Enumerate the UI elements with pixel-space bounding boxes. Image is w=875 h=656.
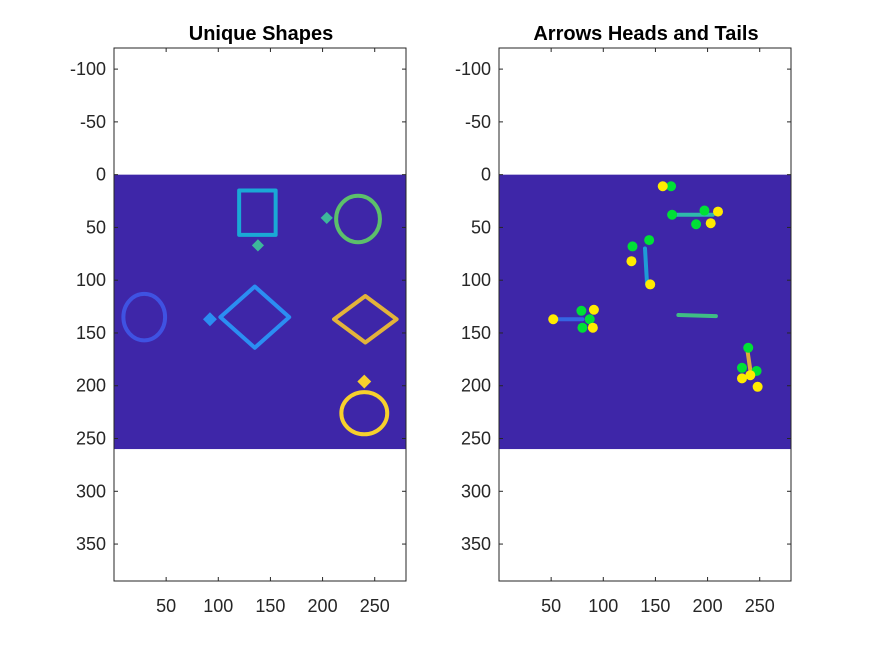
shape-diamond <box>218 284 292 350</box>
y-tick-label: -100 <box>70 59 106 79</box>
left-chart: Unique Shapes -100 -50 0 50 100 150 200 250 300 3… <box>70 23 407 616</box>
yellow-point <box>705 218 716 229</box>
yellow-point <box>587 322 598 333</box>
y-tick-label: 0 <box>481 165 491 185</box>
arrow-line <box>676 313 718 319</box>
y-tick-label: 350 <box>76 534 106 554</box>
right-plot-area: -100 -50 0 50 100 150 200 250 300 350 50 100 150 200 2… <box>455 47 792 616</box>
y-tick-label: 300 <box>76 481 106 501</box>
y-tick-label: 200 <box>461 376 491 396</box>
shape-rectangle <box>237 188 278 237</box>
green-point <box>667 209 678 220</box>
y-tick-label: 150 <box>76 323 106 343</box>
y-tick-label: 0 <box>96 165 106 185</box>
y-tick-label: -100 <box>455 59 491 79</box>
green-point <box>584 314 595 325</box>
green-point <box>577 322 588 333</box>
right-chart-title: Arrows Heads and Tails <box>533 23 758 45</box>
green-point <box>736 362 747 373</box>
y-tick-label: 100 <box>76 270 106 290</box>
shape-circle <box>339 390 390 437</box>
green-point <box>743 342 754 353</box>
left-plot-area: -100 -50 0 50 100 150 200 250 300 350 50 100 150 200 2… <box>70 47 407 616</box>
yellow-point <box>588 304 599 315</box>
shape-marker <box>320 211 333 225</box>
y-tick-label: 250 <box>76 429 106 449</box>
shape-diamond <box>332 294 399 345</box>
x-tick-label: 150 <box>640 596 670 616</box>
x-tick-label: 50 <box>541 596 561 616</box>
yellow-point <box>736 373 747 384</box>
y-tick-label: 300 <box>461 481 491 501</box>
y-tick-label: 350 <box>461 534 491 554</box>
shape-circle <box>334 193 382 245</box>
image-background <box>499 174 791 450</box>
image-background <box>114 174 406 450</box>
axes-frame <box>113 47 407 582</box>
yellow-point <box>548 314 559 325</box>
y-tick-label: -50 <box>80 112 106 132</box>
yellow-point <box>657 181 668 192</box>
x-tick-label: 200 <box>308 596 338 616</box>
green-point <box>666 181 677 192</box>
shape-marker <box>357 374 372 389</box>
right-chart: Arrows Heads and Tails -100 -50 0 50 100 150 2… <box>455 23 792 616</box>
x-tick-label: 100 <box>203 596 233 616</box>
x-tick-label: 150 <box>255 596 285 616</box>
shape-marker <box>202 312 217 327</box>
green-point <box>699 205 710 216</box>
y-tick-label: 200 <box>76 376 106 396</box>
yellow-point <box>645 279 656 290</box>
x-tick-label: 250 <box>745 596 775 616</box>
x-tick-label: 100 <box>588 596 618 616</box>
green-point <box>627 241 638 252</box>
y-tick-label: 50 <box>471 217 491 237</box>
yellow-point <box>626 256 637 267</box>
left-chart-title: Unique Shapes <box>189 23 333 45</box>
green-point <box>644 235 655 246</box>
yellow-point <box>713 206 723 217</box>
y-tick-label: 50 <box>86 217 106 237</box>
shape-marker <box>251 239 264 252</box>
arrow-line <box>643 246 650 287</box>
x-tick-label: 200 <box>693 596 723 616</box>
yellow-point <box>745 370 756 381</box>
y-tick-label: 150 <box>461 323 491 343</box>
x-tick-label: 50 <box>156 596 176 616</box>
green-point <box>691 219 702 230</box>
y-tick-label: 100 <box>461 270 491 290</box>
y-tick-label: -50 <box>465 112 491 132</box>
yellow-point <box>752 381 763 392</box>
x-tick-label: 250 <box>360 596 390 616</box>
y-tick-label: 250 <box>461 429 491 449</box>
shape-circle <box>121 291 168 343</box>
axes-frame <box>498 47 792 582</box>
green-point <box>576 305 587 316</box>
